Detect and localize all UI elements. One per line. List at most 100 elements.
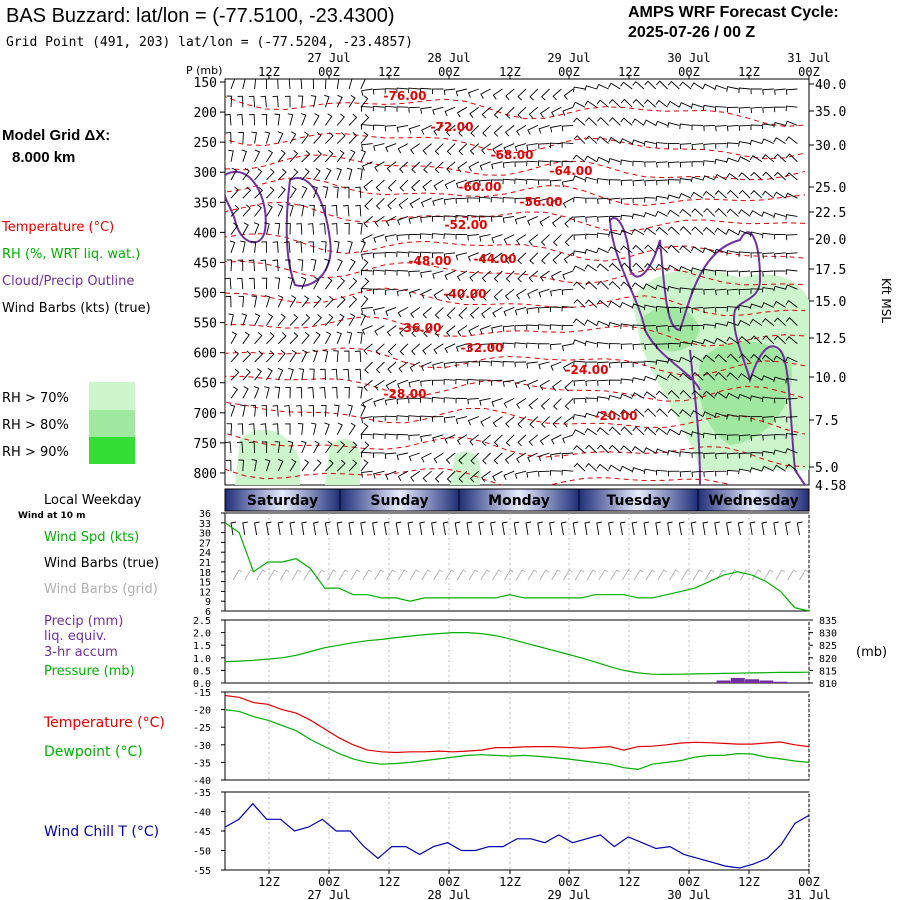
wind-barb	[528, 434, 539, 446]
height-tick-label: 10.0	[815, 371, 846, 386]
wind-barb	[360, 313, 366, 326]
wind-barb	[608, 394, 621, 401]
wind-barb	[691, 208, 704, 217]
wind-barb	[750, 252, 763, 258]
wind-barb	[551, 379, 562, 391]
wind-barb	[372, 105, 385, 112]
wind-barb	[585, 444, 598, 454]
wind-barb	[260, 259, 267, 272]
wind-barb	[312, 79, 315, 90]
wind-barb	[289, 349, 297, 363]
wind-barb	[408, 87, 420, 94]
wind-barb	[285, 423, 291, 435]
wind-barb	[596, 263, 609, 272]
temperature-contour	[225, 468, 732, 485]
wind-barb	[251, 459, 258, 472]
wind-barb	[313, 295, 322, 308]
wind-barb	[284, 241, 291, 253]
wind-barb	[785, 317, 798, 326]
wind-barb	[762, 252, 774, 259]
wind-barb	[479, 397, 491, 406]
wind-barb	[539, 216, 550, 227]
wind-barb	[343, 186, 350, 199]
wind-barb	[761, 375, 774, 381]
legend-rh80-swatch	[89, 410, 135, 437]
wind-barb	[774, 106, 786, 113]
wind-barb	[321, 241, 327, 253]
wind-barb	[336, 149, 345, 163]
wind-barb	[372, 88, 385, 95]
wind-barb	[738, 415, 751, 421]
wind-barb	[667, 244, 680, 254]
wind-barb	[738, 468, 751, 475]
wind-barb	[585, 463, 598, 472]
wind-barb	[446, 470, 456, 483]
wind-barb	[738, 172, 751, 181]
wind-barb	[703, 288, 715, 295]
wind-barb	[289, 186, 297, 199]
wind-barb	[517, 106, 527, 119]
model-grid-value: 8.000 km	[12, 149, 75, 166]
wind-barb	[360, 451, 373, 458]
wind-barb	[480, 416, 491, 427]
height-tick-label: 35.0	[815, 105, 846, 120]
wind-barb	[254, 350, 264, 363]
wind-barb-true	[431, 521, 437, 536]
wind-barb	[538, 452, 550, 462]
wind-barb	[514, 325, 527, 331]
wind-barb	[656, 161, 668, 168]
wind-barb-true	[785, 521, 791, 536]
wind-barb	[458, 470, 468, 483]
wind-barb	[715, 288, 727, 296]
wind-barb	[420, 106, 432, 114]
wind-barb	[656, 244, 668, 254]
wind-barb	[691, 371, 704, 381]
pressure-tick-label: 600	[194, 347, 217, 362]
wind-barb	[714, 337, 727, 345]
wind-barb	[481, 143, 491, 155]
wind-barb	[643, 283, 657, 290]
windchill-tick-label: -35	[193, 788, 211, 799]
wind-barb	[678, 356, 692, 363]
height-tick-label: 22.5	[815, 206, 846, 221]
wind-barb	[348, 295, 358, 308]
wind-barb	[584, 155, 598, 163]
wind-barb	[773, 137, 786, 144]
wind-barb	[467, 252, 479, 262]
wind-barb	[563, 416, 574, 428]
wind-barb	[678, 102, 692, 108]
wind-barb	[277, 313, 286, 326]
wind-barb	[572, 175, 586, 181]
wind-barb	[481, 270, 491, 283]
wind-barb	[552, 398, 562, 410]
wind-barb	[643, 468, 656, 475]
wind-speed-tick-label: 9	[205, 597, 211, 608]
wind-barbs-grid-label: Wind Barbs (grid)	[44, 582, 158, 597]
wind-barb	[433, 452, 444, 464]
wind-barb	[596, 299, 609, 308]
wind-barb-true	[773, 521, 779, 536]
wind-barb	[643, 304, 656, 311]
temperature-tick-label: -25	[193, 723, 211, 734]
wind-barb	[785, 88, 798, 95]
wind-barb-grid	[232, 569, 243, 581]
day-band-cell	[697, 488, 810, 512]
wind-barb-true	[619, 521, 626, 536]
wind-barb-true	[537, 521, 543, 536]
wind-barb	[538, 470, 550, 477]
wind-barb	[539, 434, 550, 446]
wind-barb	[343, 350, 350, 362]
wind-barb	[620, 361, 633, 368]
wind-barb	[561, 306, 574, 312]
time-tick-label-top: 12Z	[258, 65, 280, 79]
wind-barb	[527, 452, 538, 463]
temperature-contour-label: -64.00	[550, 164, 593, 178]
wind-barb	[667, 306, 680, 313]
wind-barb	[738, 124, 751, 131]
wind-barb	[726, 306, 739, 312]
wind-barb	[703, 160, 715, 166]
time-tick-label-bottom: 12Z	[258, 875, 280, 889]
wind-barb	[774, 434, 786, 440]
wind-barb-grid	[327, 569, 337, 581]
wind-barb	[620, 426, 633, 436]
